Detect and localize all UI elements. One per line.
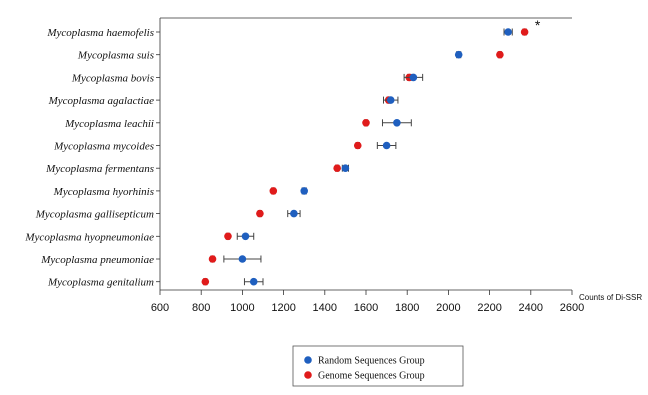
- x-tick-label: 600: [151, 302, 169, 314]
- category-label: Mycoplasma suis: [77, 50, 154, 62]
- legend-marker: [304, 356, 312, 364]
- x-tick-label: 2000: [436, 302, 460, 314]
- point-genome: [201, 277, 210, 286]
- x-tick-label: 1000: [230, 302, 254, 314]
- point-random: [454, 50, 463, 59]
- point-genome: [362, 119, 370, 127]
- x-axis-title: Counts of Di-SSR: [579, 293, 642, 302]
- point-genome: [333, 164, 341, 172]
- x-tick-label: 800: [192, 302, 210, 314]
- point-random: [386, 96, 395, 104]
- point-random: [300, 187, 309, 195]
- category-label: Mycoplasma leachii: [64, 118, 154, 130]
- point-random: [249, 277, 258, 286]
- category-label: Mycoplasma hyopneumoniae: [24, 231, 154, 243]
- point-genome: [353, 141, 362, 150]
- point-random: [241, 232, 250, 241]
- point-genome: [520, 28, 529, 36]
- point-random: [341, 164, 350, 172]
- plot-frame: [159, 17, 572, 291]
- point-genome: [496, 50, 504, 59]
- point-random: [409, 73, 418, 82]
- point-random: [238, 255, 247, 263]
- legend-box: [292, 345, 464, 387]
- category-label: Mycoplasma gallisepticum: [35, 209, 154, 221]
- legend-label: Genome Sequences Group: [318, 371, 425, 382]
- x-tick-label: 2400: [519, 302, 543, 314]
- x-tick-label: 2200: [477, 302, 501, 314]
- point-genome: [269, 187, 278, 195]
- point-genome: [208, 255, 217, 263]
- x-tick-label: 1400: [313, 302, 337, 314]
- category-label: Mycoplasma genitalium: [47, 277, 154, 289]
- x-axis: 600 800 1000 1200 1400 1600 1800 2000 2200 2400 26…: [151, 290, 584, 314]
- point-random: [382, 141, 391, 150]
- category-label: Mycoplasma bovis: [71, 72, 154, 84]
- x-tick-label: 1200: [271, 302, 295, 314]
- data-marks: *: [201, 17, 541, 286]
- point-random: [290, 209, 298, 218]
- point-genome: [224, 232, 232, 241]
- point-random: [393, 119, 401, 127]
- y-axis-labels: Mycoplasma haemofelis Mycoplasma suis Myco…: [24, 27, 160, 289]
- category-label: Mycoplasma fermentans: [45, 163, 154, 175]
- annotation: *: [535, 17, 541, 33]
- category-label: Mycoplasma mycoides: [53, 141, 154, 153]
- category-label: Mycoplasma pneumoniae: [40, 254, 154, 266]
- category-label: Mycoplasma hyorhinis: [53, 186, 154, 198]
- legend: Random Sequences Group Genome Sequences G…: [292, 345, 464, 387]
- x-tick-label: 2600: [560, 302, 584, 314]
- point-random: [504, 28, 512, 36]
- legend-label: Random Sequences Group: [318, 356, 425, 367]
- category-label: Mycoplasma agalactiae: [48, 95, 155, 107]
- point-genome: [256, 209, 264, 218]
- x-tick-label: 1800: [395, 302, 419, 314]
- x-tick-label: 1600: [354, 302, 378, 314]
- category-label: Mycoplasma haemofelis: [46, 27, 154, 39]
- legend-marker: [304, 371, 312, 379]
